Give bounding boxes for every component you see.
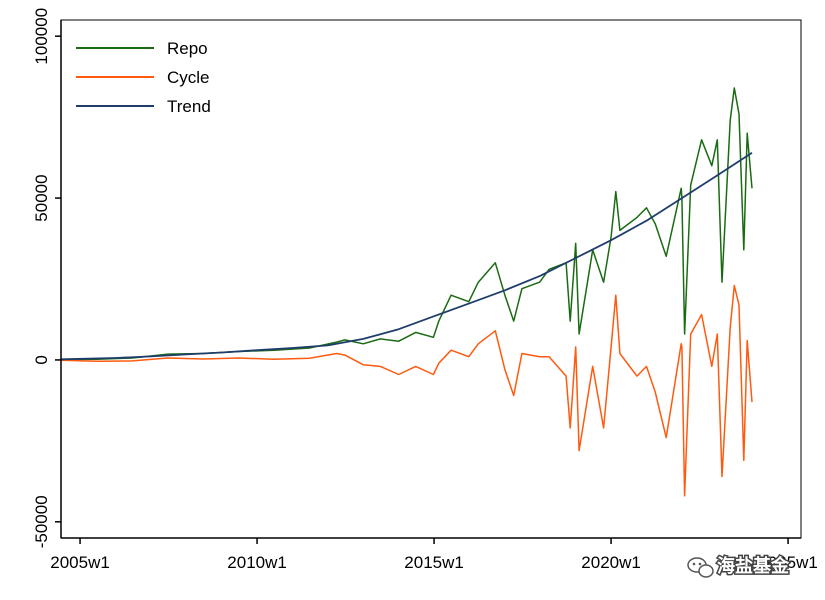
x-tick-label: 2025w1 — [758, 553, 818, 572]
watermark-text: 海盐基金 — [717, 555, 790, 577]
axes-layer: -50000 0 50000 100000 2005w1 2010w1 2015w1 2020… — [32, 8, 818, 572]
y-tick-label: 50000 — [32, 174, 51, 221]
y-tick-label: 0 — [32, 355, 51, 364]
x-tick-label: 2015w1 — [404, 553, 464, 572]
legend: Repo Cycle Trend — [76, 39, 211, 116]
y-tick-label: -50000 — [32, 495, 51, 548]
plot-area — [60, 19, 802, 539]
x-tick-label: 2005w1 — [50, 553, 110, 572]
series-line-cycle — [60, 284, 753, 497]
legend-label-repo: Repo — [167, 39, 208, 58]
x-tick-label: 2010w1 — [227, 553, 287, 572]
wechat-icon — [687, 557, 714, 578]
legend-label-cycle: Cycle — [167, 68, 210, 87]
x-tick-label: 2020w1 — [581, 553, 641, 572]
y-tick-label: 100000 — [32, 8, 51, 65]
watermark: 海盐基金 — [687, 554, 791, 579]
legend-label-trend: Trend — [167, 97, 211, 116]
series-line-trend — [60, 151, 753, 361]
series-layer — [60, 87, 753, 497]
series-line-repo — [60, 87, 753, 361]
